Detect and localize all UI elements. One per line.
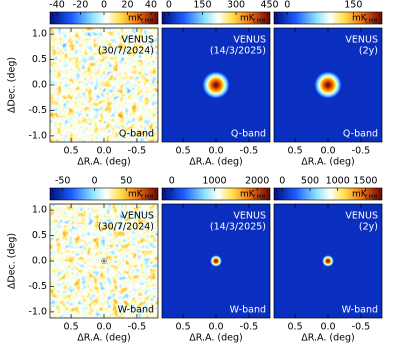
annotation: (30/7/2024) xyxy=(98,46,154,57)
x-tick-label: 0.5 xyxy=(288,322,303,333)
colorbar-unit-sub: CMB xyxy=(141,195,154,201)
annotation: (14/3/2025) xyxy=(210,46,266,57)
colorbar-tick-label: 50 xyxy=(120,176,132,187)
x-axis-label: ΔR.A. (deg) xyxy=(189,157,242,168)
x-tick-label: -0.5 xyxy=(240,146,259,157)
y-axis-label: ΔDec. (deg) xyxy=(7,57,18,113)
band-label: W-band xyxy=(118,305,154,316)
x-tick-label: -0.5 xyxy=(240,322,259,333)
colorbar-tick-label: 500 xyxy=(301,176,319,187)
colorbar-unit: mK xyxy=(240,190,256,200)
x-tick-label: 0.5 xyxy=(64,146,79,157)
band-label: Q-band xyxy=(231,129,266,140)
y-tick-label: 0.5 xyxy=(32,54,47,65)
band-label: Q-band xyxy=(119,129,154,140)
x-tick-label: -0.5 xyxy=(352,322,371,333)
y-tick-label: 0.5 xyxy=(32,230,47,241)
x-axis-label: ΔR.A. (deg) xyxy=(77,157,130,168)
colorbar-tick-label: 300 xyxy=(227,0,245,11)
colorbar xyxy=(161,11,271,25)
y-tick-label: 0.0 xyxy=(32,80,47,91)
x-tick-label: 0.0 xyxy=(208,146,223,157)
x-tick-label: 0.0 xyxy=(208,322,223,333)
source xyxy=(101,258,107,264)
colorbar-tick-label: -50 xyxy=(55,176,71,187)
colorbar-tick-label: 150 xyxy=(344,0,362,11)
x-tick-label: 0.0 xyxy=(320,146,335,157)
colorbar-tick-label: -40 xyxy=(49,0,65,11)
x-tick-label: 0.0 xyxy=(96,322,111,333)
colorbar-tick-label: 2000 xyxy=(245,176,269,187)
annotation: VENUS xyxy=(345,211,378,222)
colorbar-unit: mK xyxy=(352,190,368,200)
colorbar-tick-label: 0 xyxy=(169,176,175,187)
colorbar-tick-label: 450 xyxy=(260,0,278,11)
colorbar-tick-label: 0 xyxy=(279,176,285,187)
x-tick-label: 0.0 xyxy=(320,322,335,333)
colorbar-tick-label: 150 xyxy=(193,0,211,11)
colorbar-tick-label: 0 xyxy=(166,0,172,11)
source xyxy=(314,71,342,99)
colorbar-unit: mK xyxy=(128,14,144,24)
annotation: VENUS xyxy=(121,35,154,46)
x-axis-label: ΔR.A. (deg) xyxy=(77,333,130,344)
colorbar-tick-label: -20 xyxy=(73,0,89,11)
colorbar-unit-sub: CMB xyxy=(253,195,266,201)
x-tick-label: -0.5 xyxy=(352,146,371,157)
y-tick-label: 1.0 xyxy=(32,205,47,216)
colorbar-unit: mK xyxy=(240,14,256,24)
y-tick-label: -1.0 xyxy=(28,306,47,317)
annotation: (14/3/2025) xyxy=(210,222,266,233)
colorbar xyxy=(49,187,159,201)
y-tick-label: 1.0 xyxy=(32,29,47,40)
band-label: W-band xyxy=(342,305,378,316)
colorbar-tick-label: 0 xyxy=(91,176,97,187)
x-tick-label: -0.5 xyxy=(128,146,147,157)
x-tick-label: 0.5 xyxy=(64,322,79,333)
x-axis-label: ΔR.A. (deg) xyxy=(301,157,354,168)
annotation: VENUS xyxy=(233,211,266,222)
x-tick-label: 0.5 xyxy=(176,322,191,333)
map-noise xyxy=(50,28,158,142)
source xyxy=(202,71,230,99)
colorbar-tick-label: 1000 xyxy=(326,176,350,187)
colorbar-tick-label: 1500 xyxy=(353,176,377,187)
colorbar-unit-sub: CMB xyxy=(253,19,266,25)
annotation: (2y) xyxy=(359,46,378,57)
band-label: W-band xyxy=(230,305,266,316)
colorbar-tick-label: 20 xyxy=(121,0,133,11)
y-tick-label: 0.0 xyxy=(32,256,47,267)
x-tick-label: -0.5 xyxy=(128,322,147,333)
y-axis-label: ΔDec. (deg) xyxy=(7,233,18,289)
annotation: (30/7/2024) xyxy=(98,222,154,233)
x-axis-label: ΔR.A. (deg) xyxy=(189,333,242,344)
annotation: VENUS xyxy=(345,35,378,46)
colorbar xyxy=(273,187,383,201)
annotation: VENUS xyxy=(233,35,266,46)
colorbar-unit: mK xyxy=(352,14,368,24)
colorbar-unit-sub: CMB xyxy=(141,19,154,25)
colorbar-tick-label: 40 xyxy=(145,0,157,11)
annotation: VENUS xyxy=(121,211,154,222)
source xyxy=(210,255,222,267)
x-tick-label: 0.5 xyxy=(288,146,303,157)
colorbar-tick-label: 0 xyxy=(284,0,290,11)
x-axis-label: ΔR.A. (deg) xyxy=(301,333,354,344)
colorbar-tick-label: 0 xyxy=(101,0,107,11)
colorbar xyxy=(273,11,383,25)
colorbar xyxy=(161,187,271,201)
annotation: (2y) xyxy=(359,222,378,233)
source xyxy=(322,255,334,267)
x-tick-label: 0.5 xyxy=(176,146,191,157)
colorbar-unit-sub: CMB xyxy=(365,19,378,25)
x-tick-label: 0.0 xyxy=(96,146,111,157)
band-label: Q-band xyxy=(343,129,378,140)
colorbar-unit-sub: CMB xyxy=(365,195,378,201)
y-tick-label: -0.5 xyxy=(28,105,47,116)
colorbar-unit: mK xyxy=(128,190,144,200)
y-tick-label: -0.5 xyxy=(28,281,47,292)
y-tick-label: -1.0 xyxy=(28,130,47,141)
colorbar-tick-label: 1000 xyxy=(202,176,226,187)
